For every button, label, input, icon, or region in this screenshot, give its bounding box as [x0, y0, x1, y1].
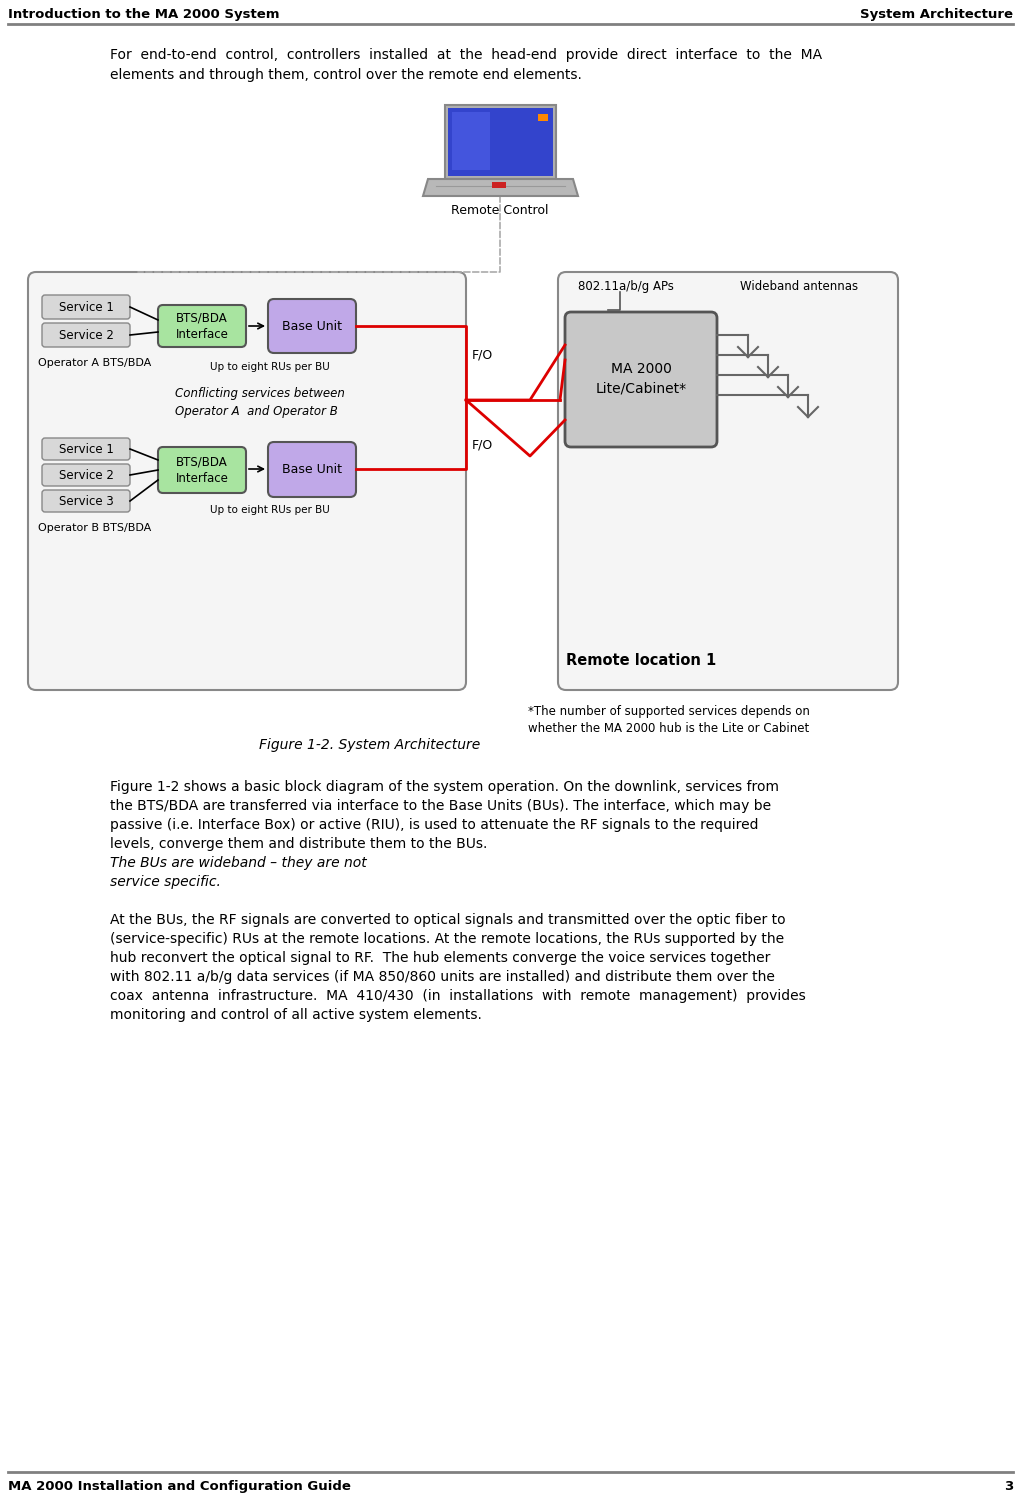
Text: Figure 1-2 shows a basic block diagram of the system operation. On the downlink,: Figure 1-2 shows a basic block diagram o…: [110, 779, 779, 794]
Text: Up to eight RUs per BU: Up to eight RUs per BU: [210, 362, 330, 373]
Text: F/O: F/O: [472, 349, 493, 362]
FancyBboxPatch shape: [538, 114, 548, 121]
Text: BTS/BDA
Interface: BTS/BDA Interface: [176, 311, 229, 341]
FancyBboxPatch shape: [268, 299, 356, 353]
Text: The BUs are wideband – they are not: The BUs are wideband – they are not: [110, 856, 367, 871]
Text: levels, converge them and distribute them to the BUs.: levels, converge them and distribute the…: [110, 836, 487, 851]
Text: service specific.: service specific.: [110, 875, 221, 889]
FancyBboxPatch shape: [492, 183, 506, 188]
Text: Figure 1-2. System Architecture: Figure 1-2. System Architecture: [259, 738, 481, 752]
Text: MA 2000 Installation and Configuration Guide: MA 2000 Installation and Configuration G…: [8, 1480, 351, 1493]
Text: monitoring and control of all active system elements.: monitoring and control of all active sys…: [110, 1008, 482, 1022]
Text: *The number of supported services depends on
whether the MA 2000 hub is the Lite: *The number of supported services depend…: [528, 705, 810, 735]
Text: Base Unit: Base Unit: [282, 462, 342, 476]
Text: the BTS/BDA are transferred via interface to the Base Units (BUs). The interface: the BTS/BDA are transferred via interfac…: [110, 799, 771, 812]
Text: At the BUs, the RF signals are converted to optical signals and transmitted over: At the BUs, the RF signals are converted…: [110, 913, 785, 928]
Text: For  end-to-end  control,  controllers  installed  at  the  head-end  provide  d: For end-to-end control, controllers inst…: [110, 48, 822, 61]
Text: F/O: F/O: [472, 438, 493, 452]
Text: with 802.11 a/b/g data services (if MA 850/860 units are installed) and distribu: with 802.11 a/b/g data services (if MA 8…: [110, 969, 775, 984]
Text: Conflicting services between
Operator A  and Operator B: Conflicting services between Operator A …: [175, 387, 345, 417]
Text: hub reconvert the optical signal to RF.  The hub elements converge the voice ser: hub reconvert the optical signal to RF. …: [110, 951, 771, 965]
FancyBboxPatch shape: [42, 491, 130, 512]
Text: Operator B BTS/BDA: Operator B BTS/BDA: [38, 524, 151, 533]
Text: Remote Control: Remote Control: [451, 203, 548, 217]
FancyBboxPatch shape: [452, 112, 490, 171]
FancyBboxPatch shape: [42, 323, 130, 347]
Text: (service-specific) RUs at the remote locations. At the remote locations, the RUs: (service-specific) RUs at the remote loc…: [110, 932, 784, 945]
Text: Service 2: Service 2: [58, 329, 113, 341]
Text: 3: 3: [1004, 1480, 1013, 1493]
Text: Wideband antennas: Wideband antennas: [740, 280, 858, 293]
Text: Service 1: Service 1: [58, 301, 113, 314]
Text: Service 2: Service 2: [58, 468, 113, 482]
FancyBboxPatch shape: [42, 295, 130, 319]
FancyBboxPatch shape: [558, 272, 898, 690]
Text: Base Unit: Base Unit: [282, 320, 342, 332]
FancyBboxPatch shape: [158, 305, 246, 347]
Text: 802.11a/b/g APs: 802.11a/b/g APs: [578, 280, 674, 293]
Text: coax  antenna  infrastructure.  MA  410/430  (in  installations  with  remote  m: coax antenna infrastructure. MA 410/430 …: [110, 989, 806, 1002]
Text: elements and through them, control over the remote end elements.: elements and through them, control over …: [110, 67, 582, 82]
Text: Service 3: Service 3: [58, 495, 113, 507]
Text: MA 2000
Lite/Cabinet*: MA 2000 Lite/Cabinet*: [595, 362, 686, 396]
Text: Operator A BTS/BDA: Operator A BTS/BDA: [38, 358, 151, 368]
FancyBboxPatch shape: [445, 105, 556, 180]
Text: System Architecture: System Architecture: [860, 7, 1013, 21]
FancyBboxPatch shape: [28, 272, 466, 690]
FancyBboxPatch shape: [42, 464, 130, 486]
FancyBboxPatch shape: [42, 438, 130, 459]
Text: Remote location 1: Remote location 1: [566, 652, 716, 667]
FancyBboxPatch shape: [565, 313, 717, 447]
Polygon shape: [423, 180, 578, 196]
Text: Up to eight RUs per BU: Up to eight RUs per BU: [210, 506, 330, 515]
Text: BTS/BDA
Interface: BTS/BDA Interface: [176, 455, 229, 485]
FancyBboxPatch shape: [268, 441, 356, 497]
FancyBboxPatch shape: [448, 108, 553, 177]
Text: Introduction to the MA 2000 System: Introduction to the MA 2000 System: [8, 7, 280, 21]
Text: passive (i.e. Interface Box) or active (RIU), is used to attenuate the RF signal: passive (i.e. Interface Box) or active (…: [110, 818, 759, 832]
FancyBboxPatch shape: [158, 447, 246, 494]
Text: Service 1: Service 1: [58, 443, 113, 455]
